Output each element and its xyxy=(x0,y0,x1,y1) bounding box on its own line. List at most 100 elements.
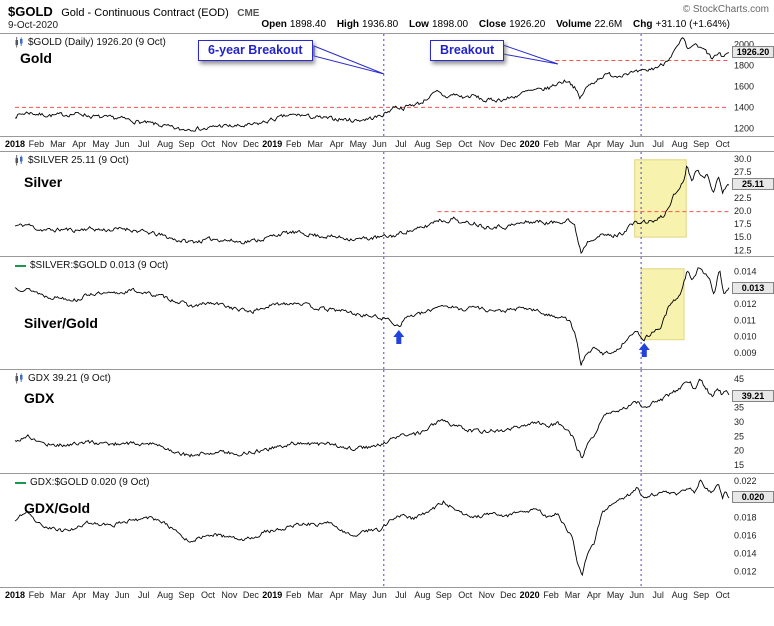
annotation-6-year-breakout: 6-year Breakout xyxy=(198,40,313,61)
copyright-notice: © StockCharts.com xyxy=(682,4,769,15)
gdx-gold-ratio-panel: 0.022 0.018 0.016 0.014 0.012 GDX:$GOLD 0.02… xyxy=(0,473,774,588)
x-axis-label: Mar xyxy=(307,590,323,600)
title-line: $GOLD Gold - Continuous Contract (EOD) C… xyxy=(8,3,259,21)
x-axis-label: Jun xyxy=(629,590,645,600)
y-axis-label: 1600 xyxy=(734,82,754,92)
silver-price-tag: 25.11 xyxy=(732,178,774,191)
x-axis-label: Apr xyxy=(586,139,601,149)
x-axis-label: Jul xyxy=(652,590,664,600)
x-axis-label: Aug xyxy=(414,139,431,149)
x-axis-label: Nov xyxy=(221,590,238,600)
callout-tail xyxy=(502,44,559,65)
x-axis-label: Feb xyxy=(543,139,559,149)
change-label: Chg xyxy=(633,19,653,30)
x-axis-label: Sep xyxy=(435,590,452,600)
silver-legend: $SILVER 25.11 (9 Oct) xyxy=(15,155,129,166)
x-axis-label: Oct xyxy=(715,590,730,600)
highlight-box xyxy=(634,159,687,238)
x-axis-label: Aug xyxy=(157,590,174,600)
x-axis-label: Jun xyxy=(114,139,130,149)
x-axis-label: Aug xyxy=(414,590,431,600)
x-axis-label: 2018 xyxy=(4,139,26,149)
x-axis-label: Feb xyxy=(28,590,45,600)
x-axis-label: Oct xyxy=(200,590,216,600)
y-axis-label: 12.5 xyxy=(734,245,752,255)
gdx-gold-ratio-legend-text: GDX:$GOLD 0.020 (9 Oct) xyxy=(30,477,150,488)
gdx-gold-ratio-title: GDX/Gold xyxy=(24,500,91,516)
y-axis-label: 25 xyxy=(734,431,744,441)
silver-gold-ratio-price-tag: 0.013 xyxy=(732,281,774,294)
x-axis-label: Apr xyxy=(329,590,344,600)
x-axis-label: May xyxy=(92,590,110,600)
x-axis-label: Sep xyxy=(178,590,195,600)
x-axis-label: 2020 xyxy=(519,139,540,149)
x-axis-label: Jun xyxy=(114,590,130,600)
x-axis-label: Aug xyxy=(157,139,174,149)
silver-gold-ratio-legend-text: $SILVER:$GOLD 0.013 (9 Oct) xyxy=(30,260,169,271)
price-line xyxy=(14,267,730,366)
change-value: +31.10 (+1.64%) xyxy=(655,19,731,30)
silver-legend-text: $SILVER 25.11 (9 Oct) xyxy=(28,155,129,166)
y-axis-label: 22.5 xyxy=(734,193,752,203)
x-axis-label: Jun xyxy=(372,139,387,149)
x-axis-label: Mar xyxy=(50,139,66,149)
y-axis-label: 45 xyxy=(734,374,744,384)
x-axis-label: Jul xyxy=(652,139,664,149)
y-axis-label: 20 xyxy=(734,446,744,456)
silver-title: Silver xyxy=(24,174,63,190)
y-axis-label: 15.0 xyxy=(734,232,752,242)
silver-gold-ratio-title: Silver/Gold xyxy=(24,315,98,331)
price-line xyxy=(14,37,730,132)
gold-panel: 2000 1800 1600 1400 1200 $GOLD (Daily) 1926.… xyxy=(0,33,774,137)
y-axis-label: 0.010 xyxy=(734,332,757,342)
chart-header: $GOLD Gold - Continuous Contract (EOD) C… xyxy=(0,0,774,33)
x-axis-label: Mar xyxy=(564,590,581,600)
x-axis-labels-top: 2018 Feb Mar Apr May Jun Jul Aug Sep Oct Nov Dec 201… xyxy=(0,138,774,151)
x-axis-label: Dec xyxy=(242,590,259,600)
x-axis-label: Jun xyxy=(629,139,645,149)
gdx-title: GDX xyxy=(24,390,55,406)
x-axis-label: Dec xyxy=(242,139,259,149)
x-axis-label: Jul xyxy=(395,139,407,149)
y-axis-label: 15 xyxy=(734,460,744,470)
x-axis-label: Nov xyxy=(478,139,495,149)
gdx-gold-ratio-price-tag: 0.020 xyxy=(732,490,774,503)
x-axis-label: May xyxy=(92,139,110,149)
x-axis-label: 2018 xyxy=(4,590,26,600)
candlestick-icon xyxy=(15,37,23,48)
x-axis-label: Mar xyxy=(307,139,323,149)
x-axis-label: Jul xyxy=(137,590,150,600)
ticker-symbol: $GOLD xyxy=(8,4,53,19)
gold-price-plot: 2000 1800 1600 1400 1200 xyxy=(14,34,754,136)
price-line xyxy=(14,378,730,459)
y-axis-label: 0.022 xyxy=(734,476,757,486)
ohlc-quote-bar: Open 1898.40 High 1936.80 Low 1898.00 Close… xyxy=(253,19,730,30)
y-axis-label: 0.014 xyxy=(734,267,757,277)
volume-value: 22.6M xyxy=(594,19,623,30)
y-axis-label: 0.011 xyxy=(734,315,756,325)
quote-date: 9-Oct-2020 xyxy=(8,20,59,31)
x-axis-label: Feb xyxy=(543,590,559,600)
x-axis-label: 2020 xyxy=(519,590,540,600)
gdx-price-plot: 45 35 30 25 20 15 xyxy=(14,370,744,473)
x-axis-labels-bottom: 2018 Feb Mar Apr May Jun Jul Aug Sep Oct Nov Dec 201… xyxy=(0,589,774,602)
x-axis-label: Nov xyxy=(478,590,495,600)
silver-price-plot: 30.0 27.5 22.5 20.0 17.5 15.0 12.5 xyxy=(14,152,752,256)
y-axis-label: 2000 xyxy=(734,40,754,50)
x-axis-label: Apr xyxy=(72,590,87,600)
price-line xyxy=(14,479,730,577)
gdx-gold-ratio-plot: 0.022 0.018 0.016 0.014 0.012 xyxy=(14,474,757,587)
y-axis-label: 27.5 xyxy=(734,167,752,177)
callout-tail xyxy=(313,45,385,75)
gdx-legend: GDX 39.21 (9 Oct) xyxy=(15,373,111,384)
y-axis-label: 0.018 xyxy=(734,512,757,522)
y-axis-label: 0.012 xyxy=(734,299,757,309)
highlight-box xyxy=(640,268,685,341)
y-axis-label: 30.0 xyxy=(734,154,752,164)
x-axis-label: Nov xyxy=(221,139,238,149)
high-value: 1936.80 xyxy=(362,19,399,30)
x-axis-label: Dec xyxy=(500,139,517,149)
x-axis-label: Sep xyxy=(435,139,452,149)
x-axis-label: Mar xyxy=(564,139,581,149)
